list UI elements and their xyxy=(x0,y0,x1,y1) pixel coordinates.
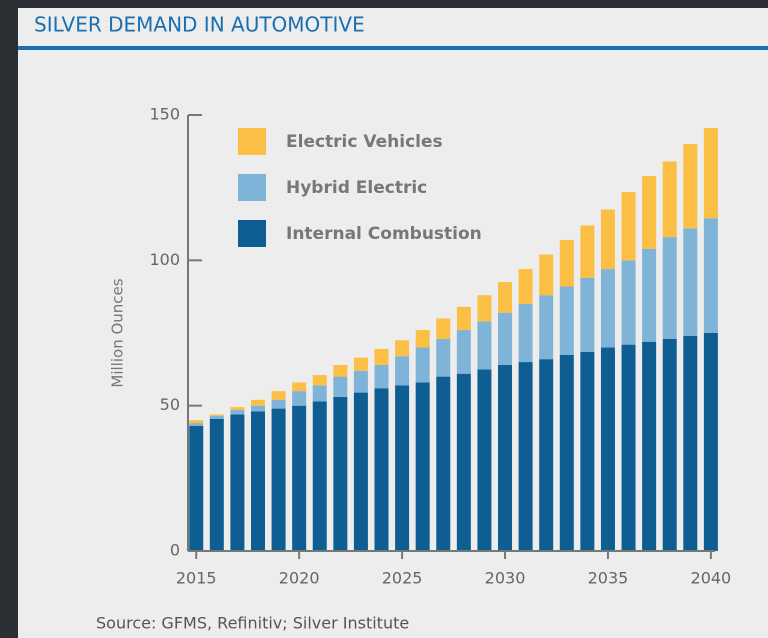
bar-segment xyxy=(436,338,451,377)
bar-segment xyxy=(703,218,718,333)
bar-segment xyxy=(353,357,368,371)
bar-segment xyxy=(600,209,615,270)
bar-segment xyxy=(662,338,677,551)
bar-segment xyxy=(580,351,595,551)
bar-segment xyxy=(395,385,410,551)
bar-segment xyxy=(621,192,636,261)
bar-segment xyxy=(518,362,533,551)
bar-segment xyxy=(312,385,327,402)
bar-segment xyxy=(662,237,677,339)
x-tick-label: 2040 xyxy=(691,569,732,588)
bar-segment xyxy=(477,295,492,322)
bar-segment xyxy=(683,228,698,336)
bar-segment xyxy=(312,375,327,386)
y-tick-label: 50 xyxy=(160,395,180,414)
legend-label: Hybrid Electric xyxy=(286,178,427,198)
bar-segment xyxy=(189,420,204,424)
bar-segment xyxy=(333,376,348,397)
bar-segment xyxy=(539,295,554,360)
bar-segment xyxy=(209,415,224,419)
x-tick-label: 2030 xyxy=(485,569,526,588)
y-axis-label: Million Ounces xyxy=(109,278,127,387)
bar-segment xyxy=(374,364,389,389)
bar-segment xyxy=(477,369,492,551)
bar-segment xyxy=(271,399,286,409)
bar-segment xyxy=(189,426,204,551)
bar-segment xyxy=(189,423,204,427)
bar-segment xyxy=(395,340,410,357)
bar-segment xyxy=(456,330,471,374)
bar-segment xyxy=(539,254,554,296)
bar-segment xyxy=(209,414,224,416)
bar-segment xyxy=(683,335,698,551)
bar-segment xyxy=(498,282,513,313)
bar-segment xyxy=(621,260,636,345)
y-tick-label: 0 xyxy=(170,541,180,560)
bar-segment xyxy=(559,239,574,287)
bar-segment xyxy=(209,418,224,551)
bar-segment xyxy=(456,373,471,551)
bar-segment xyxy=(436,376,451,551)
bar-segment xyxy=(415,347,430,383)
bar-segment xyxy=(353,370,368,393)
bar-segment xyxy=(580,225,595,278)
x-tick-label: 2015 xyxy=(176,569,217,588)
bar-segment xyxy=(703,128,718,219)
bar-segment xyxy=(642,341,657,551)
bar-segment xyxy=(415,382,430,551)
bar-segment xyxy=(580,277,595,352)
bar-segment xyxy=(456,306,471,331)
bar-segment xyxy=(374,388,389,551)
y-tick-label: 100 xyxy=(149,250,180,269)
legend-swatch xyxy=(238,174,266,201)
bar-segment xyxy=(518,269,533,304)
bar-segment xyxy=(292,405,307,551)
x-tick-label: 2035 xyxy=(588,569,629,588)
bar-segment xyxy=(559,354,574,551)
bar-segment xyxy=(230,414,245,551)
legend-label: Electric Vehicles xyxy=(286,132,443,152)
bar-segment xyxy=(250,405,265,412)
bar-segment xyxy=(230,407,245,411)
bar-segment xyxy=(333,364,348,377)
x-tick-label: 2020 xyxy=(279,569,320,588)
bar-segment xyxy=(559,286,574,355)
bar-segment xyxy=(600,347,615,551)
bar-segment xyxy=(498,364,513,551)
bar-segment xyxy=(703,333,718,551)
bar-segment xyxy=(539,359,554,551)
bar-segment xyxy=(415,330,430,348)
bar-segment xyxy=(621,344,636,551)
bar-segment xyxy=(353,392,368,551)
bar-segment xyxy=(600,269,615,348)
bar-segment xyxy=(498,312,513,365)
source: Source: GFMS, Refinitiv; Silver Institut… xyxy=(96,614,409,633)
legend-swatch xyxy=(238,128,266,155)
bar-segment xyxy=(230,410,245,415)
bar-segment xyxy=(250,399,265,406)
bar-segment xyxy=(642,248,657,342)
bar-segment xyxy=(683,144,698,229)
bar-segment xyxy=(292,382,307,392)
bar-segment xyxy=(477,321,492,370)
bar-segment xyxy=(642,176,657,249)
chart-title: SILVER DEMAND IN AUTOMOTIVE xyxy=(34,13,365,37)
bar-segment xyxy=(436,318,451,339)
y-tick-label: 150 xyxy=(149,105,180,124)
title-rule xyxy=(18,46,768,50)
legend-label: Internal Combustion xyxy=(286,224,482,244)
bar-segment xyxy=(374,348,389,365)
bar-segment xyxy=(395,356,410,386)
bar-segment xyxy=(312,401,327,551)
bar-segment xyxy=(271,391,286,400)
bar-segment xyxy=(518,303,533,363)
bar-segment xyxy=(292,391,307,406)
bar-segment xyxy=(271,408,286,551)
legend-swatch xyxy=(238,220,266,247)
bar-segment xyxy=(333,396,348,551)
bar-segment xyxy=(662,161,677,238)
bar-segment xyxy=(250,411,265,551)
x-tick-label: 2025 xyxy=(382,569,423,588)
